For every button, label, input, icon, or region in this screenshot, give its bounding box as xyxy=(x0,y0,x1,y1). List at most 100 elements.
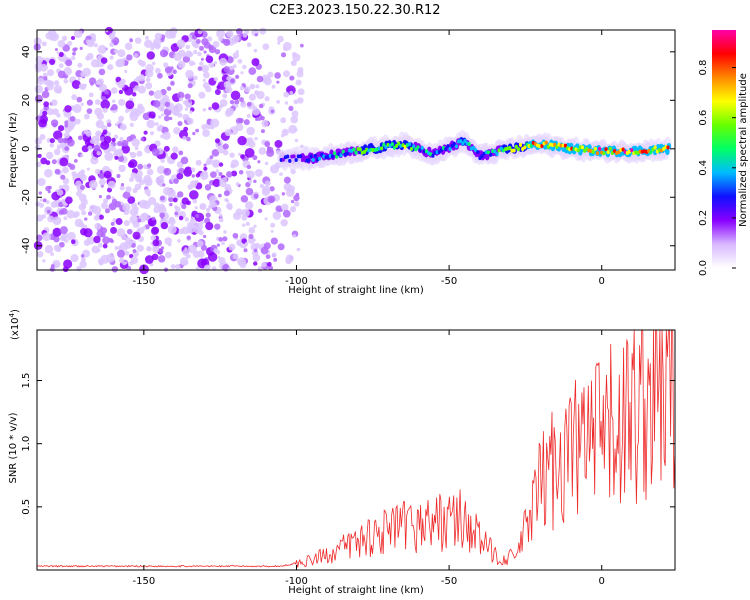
noise-blob xyxy=(261,187,271,196)
noise-blob xyxy=(286,85,296,95)
noise-blob xyxy=(144,255,154,264)
x-tick-label: -150 xyxy=(132,276,155,287)
noise-blob xyxy=(174,103,184,112)
noise-blob xyxy=(40,157,48,165)
noise-blob xyxy=(52,216,62,226)
spectrogram-x-ticks: -150 -100 -50 0 xyxy=(132,30,605,287)
noise-blob xyxy=(57,70,66,79)
noise-blob xyxy=(58,125,65,132)
ridge-core xyxy=(313,153,317,158)
noise-blob xyxy=(50,264,55,268)
noise-blob xyxy=(163,62,169,68)
noise-blob xyxy=(270,229,274,233)
noise-blob xyxy=(246,113,251,118)
noise-blob xyxy=(123,219,130,227)
noise-blob xyxy=(248,227,256,234)
noise-blob xyxy=(198,91,206,99)
noise-blob xyxy=(183,126,189,132)
noise-blob xyxy=(281,128,289,136)
noise-blob xyxy=(93,43,98,48)
noise-blob xyxy=(98,260,104,266)
ridge-core xyxy=(454,144,459,149)
noise-blob xyxy=(118,164,126,173)
noise-blob xyxy=(81,145,89,153)
noise-blob xyxy=(182,100,188,105)
ridge-core xyxy=(358,147,362,152)
noise-blob xyxy=(59,226,68,235)
ridge-core xyxy=(294,158,298,163)
noise-blob xyxy=(169,202,173,207)
noise-blob xyxy=(266,146,274,154)
noise-blob xyxy=(42,198,47,203)
noise-blob xyxy=(227,204,233,210)
noise-blob xyxy=(177,239,181,243)
noise-blob xyxy=(213,77,218,82)
noise-blob xyxy=(93,235,101,244)
noise-blob xyxy=(202,78,206,82)
noise-blob xyxy=(64,105,72,113)
noise-blob xyxy=(289,75,295,81)
noise-blob xyxy=(66,209,76,219)
ridge-core xyxy=(604,147,608,152)
noise-blob xyxy=(120,183,125,187)
noise-blob xyxy=(209,171,217,178)
noise-blob xyxy=(80,174,87,182)
x-tick-label: -50 xyxy=(441,576,457,587)
noise-blob xyxy=(146,51,155,60)
noise-blob xyxy=(58,63,64,69)
noise-blob xyxy=(214,89,221,96)
noise-blob xyxy=(248,140,256,148)
ridge-core xyxy=(459,139,463,144)
ridge-core xyxy=(512,148,516,153)
ridge-core xyxy=(508,146,512,151)
noise-blob xyxy=(203,163,207,167)
x-tick-label: 0 xyxy=(599,576,605,587)
noise-blob xyxy=(90,156,99,165)
noise-blob xyxy=(88,92,94,98)
ridge-core xyxy=(523,145,527,150)
noise-blob xyxy=(249,83,256,90)
noise-blob xyxy=(274,139,283,148)
noise-blob xyxy=(243,119,250,126)
spectrogram-y-axis-label: Frequency (Hz) xyxy=(8,112,19,188)
noise-blob xyxy=(271,84,276,89)
noise-blob xyxy=(159,195,165,201)
noise-blob xyxy=(142,226,147,231)
snr-series-line xyxy=(36,329,676,568)
noise-blob xyxy=(263,77,272,86)
noise-blob xyxy=(73,29,83,38)
noise-blob xyxy=(49,142,55,148)
noise-blob xyxy=(204,264,211,271)
noise-blob xyxy=(45,151,54,160)
noise-blob xyxy=(235,123,244,132)
ridge-core xyxy=(420,145,424,150)
noise-blob xyxy=(145,69,154,78)
noise-blob xyxy=(243,248,248,253)
noise-blob xyxy=(197,51,202,57)
colorbar-tick-label: 0.0 xyxy=(698,260,709,276)
noise-blob xyxy=(72,51,76,56)
noise-blob xyxy=(87,211,93,216)
noise-blob xyxy=(114,245,119,250)
noise-blob xyxy=(235,208,243,216)
noise-blob xyxy=(246,170,255,179)
noise-blob xyxy=(129,254,134,259)
noise-blob xyxy=(70,253,79,263)
noise-blob xyxy=(52,122,58,128)
noise-blob xyxy=(232,253,239,260)
ridge-core xyxy=(518,142,523,147)
noise-blob xyxy=(42,259,46,263)
noise-blob xyxy=(196,240,204,248)
noise-blob xyxy=(295,79,302,86)
noise-blob xyxy=(231,170,238,177)
snr-panel: -150 -100 -50 0 0.5 1.0 1.5 Height of straigh… xyxy=(8,309,676,596)
noise-blob xyxy=(118,89,124,95)
noise-blob xyxy=(118,115,125,122)
noise-blob xyxy=(187,83,193,89)
colorbar-gradient xyxy=(712,30,736,268)
noise-blob xyxy=(36,214,44,222)
noise-blob xyxy=(116,249,125,258)
noise-blob xyxy=(164,251,172,259)
noise-blob xyxy=(34,144,41,151)
noise-blob xyxy=(63,132,70,139)
